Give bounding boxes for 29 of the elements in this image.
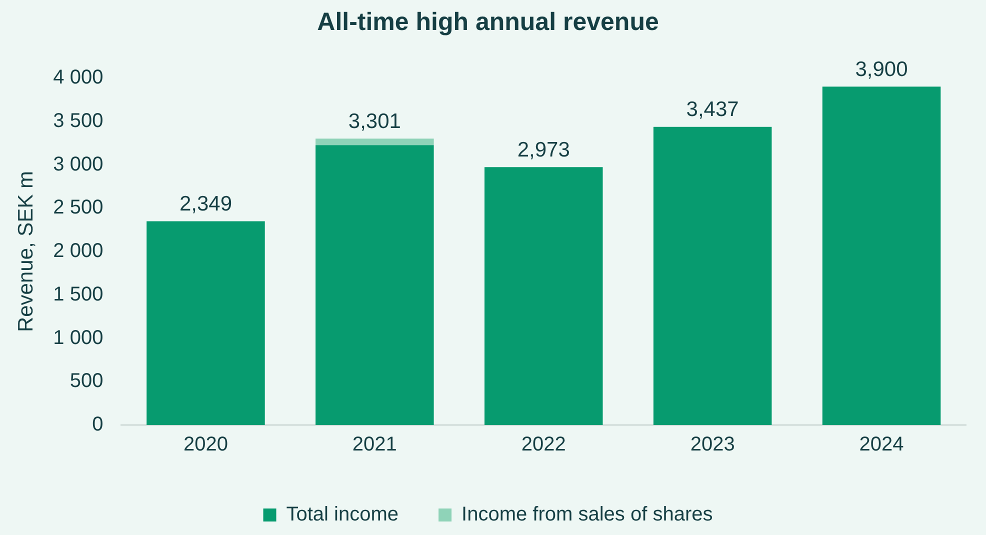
total-label: 2,349 xyxy=(179,192,232,216)
x-tick-label: 2022 xyxy=(521,434,566,456)
x-tick-label: 2021 xyxy=(352,434,397,456)
total-label: 3,301 xyxy=(348,110,401,133)
total-label: 2,973 xyxy=(517,138,570,162)
total-label: 3,437 xyxy=(686,98,739,122)
y-axis-title: Revenue, SEK m xyxy=(14,170,38,332)
y-tick-label: 3 500 xyxy=(53,110,104,132)
x-tick-label: 2024 xyxy=(859,434,904,456)
legend-label: Total income xyxy=(286,504,399,526)
y-tick-label: 1 000 xyxy=(53,326,104,349)
bar xyxy=(316,145,434,425)
x-tick-label: 2023 xyxy=(690,434,735,456)
y-tick-label: 0 xyxy=(92,414,104,436)
bar xyxy=(653,126,772,425)
total-label: 3,900 xyxy=(855,58,908,81)
y-tick-label: 2 000 xyxy=(53,240,104,262)
legend-label: Income from sales of shares xyxy=(462,504,713,526)
y-tick-label: 2 500 xyxy=(53,196,104,219)
chart-title: All-time high annual revenue xyxy=(317,8,659,36)
x-tick-label: 2020 xyxy=(183,434,228,456)
y-tick-label: 1 500 xyxy=(53,283,104,306)
bar xyxy=(146,221,265,425)
y-tick-label: 500 xyxy=(70,370,104,392)
y-tick-label: 3 000 xyxy=(53,153,104,176)
bar xyxy=(316,138,434,146)
y-tick-label: 4 000 xyxy=(53,66,104,89)
bar xyxy=(822,86,941,425)
bar xyxy=(484,167,603,425)
